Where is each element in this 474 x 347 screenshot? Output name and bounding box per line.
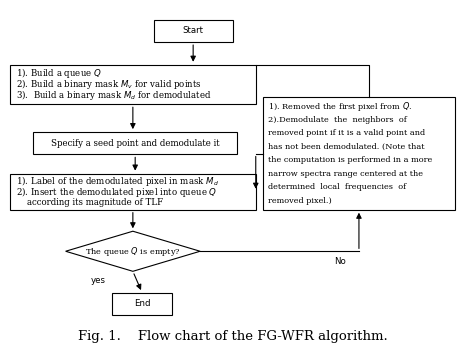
- FancyBboxPatch shape: [154, 20, 233, 42]
- FancyBboxPatch shape: [33, 132, 237, 154]
- FancyBboxPatch shape: [10, 174, 256, 210]
- Text: No: No: [335, 257, 346, 266]
- Text: Specify a seed point and demodulate it: Specify a seed point and demodulate it: [51, 139, 219, 148]
- Text: 2). Build a binary mask $M_v$ for valid points: 2). Build a binary mask $M_v$ for valid …: [16, 77, 201, 91]
- Text: 2).Demodulate  the  neighbors  of: 2).Demodulate the neighbors of: [268, 116, 407, 124]
- Text: has not been demodulated. (Note that: has not been demodulated. (Note that: [268, 143, 425, 151]
- Text: narrow spectra range centered at the: narrow spectra range centered at the: [268, 170, 423, 178]
- Text: removed point if it is a valid point and: removed point if it is a valid point and: [268, 129, 425, 137]
- Text: removed pixel.): removed pixel.): [268, 197, 332, 205]
- Text: The queue $Q$ is empty?: The queue $Q$ is empty?: [85, 245, 181, 258]
- Text: 1). Label of the demodulated pixel in mask $M_d$: 1). Label of the demodulated pixel in ma…: [16, 174, 219, 188]
- Text: End: End: [134, 299, 150, 308]
- Text: Fig. 1.    Flow chart of the FG-WFR algorithm.: Fig. 1. Flow chart of the FG-WFR algorit…: [78, 330, 387, 343]
- Polygon shape: [65, 231, 200, 271]
- Text: the computation is performed in a more: the computation is performed in a more: [268, 156, 433, 164]
- FancyBboxPatch shape: [112, 293, 172, 315]
- Text: 1). Build a queue $Q$: 1). Build a queue $Q$: [16, 66, 101, 79]
- Text: 1). Removed the first pixel from $Q$.: 1). Removed the first pixel from $Q$.: [268, 100, 412, 113]
- Text: determined  local  frequencies  of: determined local frequencies of: [268, 184, 406, 192]
- FancyBboxPatch shape: [263, 98, 455, 210]
- Text: yes: yes: [91, 277, 106, 286]
- Text: 3).  Build a binary mask $M_d$ for demodulated: 3). Build a binary mask $M_d$ for demodu…: [16, 88, 211, 102]
- Text: Start: Start: [182, 26, 204, 35]
- Text: 2). Insert the demodulated pixel into queue $Q$: 2). Insert the demodulated pixel into qu…: [16, 185, 217, 198]
- Text: according its magnitude of TLF: according its magnitude of TLF: [16, 198, 163, 207]
- FancyBboxPatch shape: [10, 65, 256, 104]
